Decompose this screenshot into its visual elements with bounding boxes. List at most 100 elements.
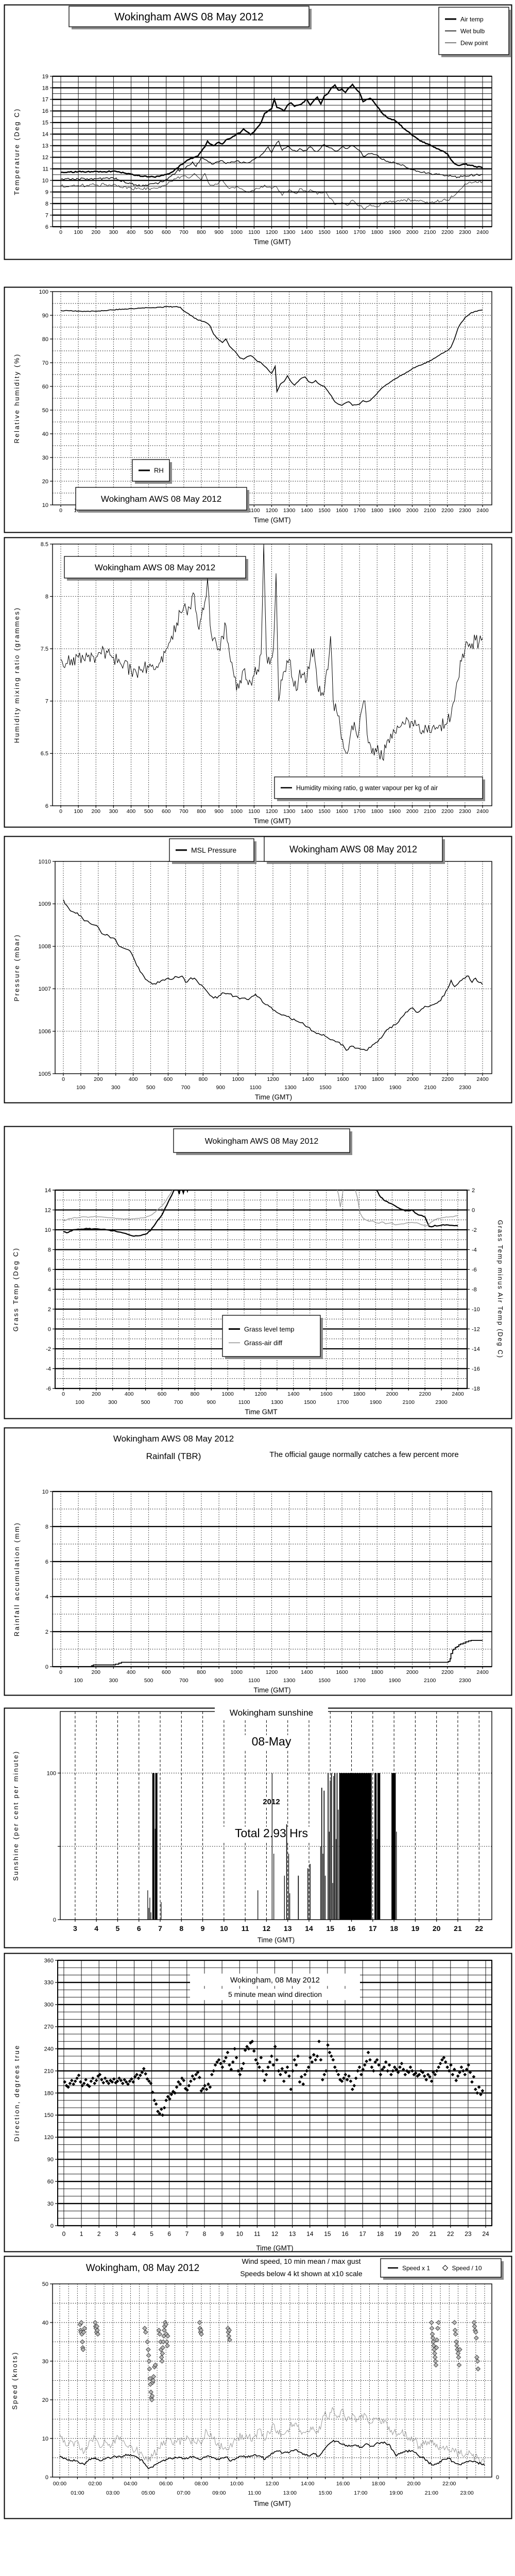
svg-text:5: 5: [150, 2230, 153, 2238]
chart-svg-pressure: 1005 1006 1007 1008 1009 1010 Pressure (mbar) 0…: [4, 836, 512, 1104]
svg-text:2000: 2000: [406, 229, 419, 235]
chart-title: Wind speed, 10 min mean / max gust: [242, 2257, 360, 2265]
svg-text:300: 300: [111, 1084, 121, 1091]
svg-text:1500: 1500: [319, 1084, 332, 1091]
svg-text:40: 40: [42, 431, 48, 437]
svg-text:800: 800: [191, 1391, 200, 1397]
svg-text:2200: 2200: [441, 1669, 454, 1675]
svg-text:13:00: 13:00: [283, 2490, 297, 2496]
svg-text:1007: 1007: [39, 986, 51, 992]
svg-text:30: 30: [42, 455, 48, 461]
svg-text:1100: 1100: [250, 1084, 262, 1091]
chart-panel-rainfall: 0 2 4 6 8 10 Rainfall accumulation (mm) 0 200 400…: [4, 1427, 512, 1696]
svg-text:300: 300: [109, 229, 118, 235]
svg-text:18: 18: [390, 1924, 398, 1933]
svg-text:8: 8: [48, 1247, 51, 1253]
y-axis: 6 7 8 9 10 11 12 13 14 15 16 17 18 19 Temperature (Deg…: [13, 74, 53, 230]
svg-text:12: 12: [263, 1924, 271, 1933]
legend: Speed x 1 Speed / 10: [380, 2258, 504, 2280]
chart-panel-mixing-ratio: 6 6.5 7 7.5 8 8.5 Humidity mixing ratio (gramm…: [4, 537, 512, 828]
svg-text:500: 500: [144, 229, 153, 235]
svg-text:100: 100: [76, 1084, 85, 1091]
svg-text:Time (GMT): Time (GMT): [253, 2500, 290, 2507]
svg-text:6: 6: [45, 803, 48, 809]
svg-text:12: 12: [271, 2230, 279, 2238]
svg-text:2000: 2000: [407, 1076, 419, 1082]
svg-text:-18: -18: [472, 1386, 480, 1392]
series-grass-level-temp: [63, 1190, 458, 1237]
svg-text:200: 200: [92, 1391, 101, 1397]
svg-text:7.5: 7.5: [41, 646, 48, 652]
svg-text:10: 10: [42, 178, 48, 184]
svg-text:5: 5: [116, 1924, 120, 1933]
svg-text:1000: 1000: [231, 229, 243, 235]
legend: Grass level temp Grass-air diff: [222, 1315, 323, 1359]
svg-text:1200: 1200: [266, 507, 278, 514]
svg-text:2100: 2100: [424, 229, 436, 235]
series-rh: [60, 306, 483, 406]
series-layer: [60, 83, 483, 210]
svg-text:1300: 1300: [283, 1677, 296, 1684]
series-layer: [61, 1640, 483, 1667]
svg-text:13: 13: [42, 143, 48, 149]
series-humidity-mixing-ratio: [60, 544, 483, 761]
x-axis: 0 200 400 600 800 1000 1200 1400 1600 1800 2000 220…: [59, 1667, 489, 1694]
svg-text:Time GMT: Time GMT: [245, 1408, 277, 1416]
svg-text:1200: 1200: [266, 229, 278, 235]
series-max-gust: [59, 2406, 485, 2464]
svg-text:6: 6: [167, 2230, 171, 2238]
svg-text:17: 17: [359, 2230, 366, 2238]
svg-text:400: 400: [125, 1391, 134, 1397]
svg-text:100: 100: [75, 1399, 84, 1405]
svg-text:1900: 1900: [389, 808, 401, 815]
series-layer: [59, 2320, 485, 2469]
svg-text:10: 10: [42, 1489, 48, 1495]
svg-text:700: 700: [181, 1084, 191, 1091]
plot-frame: [52, 1491, 492, 1667]
svg-text:700: 700: [179, 808, 188, 815]
svg-text:3: 3: [115, 2230, 118, 2238]
svg-text:-14: -14: [472, 1346, 480, 1352]
svg-text:2: 2: [472, 1188, 475, 1194]
svg-text:80: 80: [42, 336, 48, 343]
svg-text:1400: 1400: [301, 507, 313, 514]
svg-text:6: 6: [48, 1267, 51, 1273]
svg-text:2: 2: [97, 2230, 101, 2238]
svg-text:1200: 1200: [254, 1391, 267, 1397]
svg-text:7: 7: [45, 699, 48, 705]
x-axis: 0 1 2 3 4 5 6 7 8 9 10 11 12 13 14 15 16 17 18 19 20 21 22 23 24…: [62, 2226, 489, 2252]
svg-text:1700: 1700: [337, 1399, 349, 1405]
svg-text:2200: 2200: [441, 507, 454, 514]
svg-text:120: 120: [44, 2134, 54, 2141]
svg-text:Time (GMT): Time (GMT): [253, 238, 290, 246]
svg-text:1900: 1900: [370, 1399, 382, 1405]
svg-text:Sunshine (per cent per minute): Sunshine (per cent per minute): [12, 1750, 20, 1880]
svg-text:700: 700: [179, 1677, 188, 1684]
series-wet-bulb: [60, 140, 483, 187]
svg-text:1500: 1500: [318, 507, 331, 514]
svg-text:1600: 1600: [336, 507, 348, 514]
svg-text:Time (GMT): Time (GMT): [256, 2244, 293, 2252]
series-grass-air-diff: [63, 1190, 458, 1227]
svg-text:900: 900: [207, 1399, 216, 1405]
svg-text:2400: 2400: [476, 1076, 489, 1082]
chart-titles: Wokingham AWS 08 May 2012: [64, 556, 248, 581]
svg-text:900: 900: [214, 808, 224, 815]
svg-text:1100: 1100: [238, 1399, 250, 1405]
svg-text:500: 500: [146, 1084, 156, 1091]
series-air-temp: [60, 83, 483, 178]
svg-text:1005: 1005: [39, 1071, 51, 1077]
svg-text:13: 13: [289, 2230, 296, 2238]
svg-text:90: 90: [47, 2157, 54, 2163]
svg-text:2000: 2000: [406, 808, 419, 815]
plot-frame: [52, 544, 492, 806]
svg-text:0: 0: [48, 1326, 51, 1332]
chart-title: Wokingham AWS 08 May 2012: [95, 563, 215, 572]
svg-text:1100: 1100: [248, 808, 260, 815]
svg-text:2100: 2100: [424, 808, 436, 815]
svg-text:14: 14: [42, 131, 48, 138]
chart-svg-rainfall: 0 2 4 6 8 10 Rainfall accumulation (mm) 0 200 400…: [4, 1427, 512, 1696]
svg-text:1700: 1700: [353, 808, 366, 815]
